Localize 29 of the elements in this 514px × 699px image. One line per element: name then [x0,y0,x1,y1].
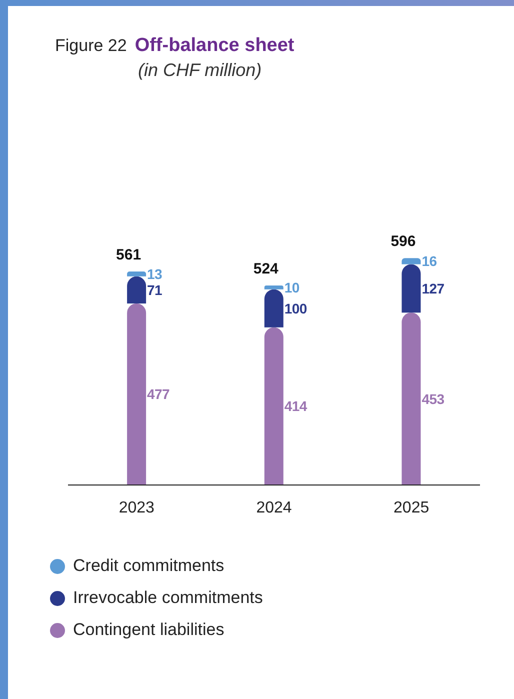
bar [402,264,421,313]
bar [127,303,146,485]
x-tick-label: 2024 [256,499,292,516]
data-label: 414 [284,398,308,414]
data-label: 100 [284,300,308,316]
caption: Figure 22 [55,36,127,55]
chart-title: Off-balance sheet [134,35,294,56]
legend-label: Contingent liabilities [73,620,224,640]
bar [402,258,421,264]
data-label: 453 [422,390,445,407]
data-label: 127 [422,280,445,296]
bar [264,289,284,328]
bar [127,271,146,276]
x-tick-label: 2023 [118,499,155,516]
total-label: 596 [390,233,416,250]
chart-subtitle: (in CHF million) [138,60,262,81]
legend-label: Credit commitments [73,556,224,576]
x-tick-label: 2025 [394,499,430,516]
total-label: 561 [116,246,142,264]
data-label: 477 [147,386,170,402]
bar [402,312,421,485]
data-label: 16 [422,253,438,270]
data-label: 13 [147,266,163,282]
total-label: 524 [253,260,280,278]
bar [264,327,284,485]
bar [264,286,284,290]
data-label: 71 [147,282,163,298]
legend-label: Irrevocable commitments [73,588,263,608]
data-label: 10 [284,279,300,296]
